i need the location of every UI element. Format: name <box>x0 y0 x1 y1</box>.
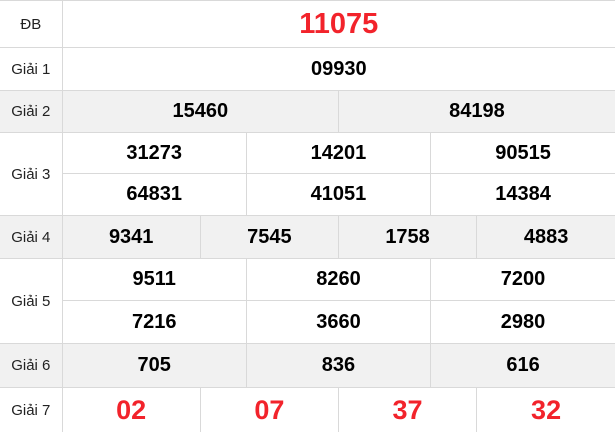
prize-number: 705 <box>61 343 247 388</box>
prize-number: 64831 <box>61 173 247 216</box>
row-prize-5b: 7216 3660 2980 <box>0 300 615 344</box>
prize-number: 15460 <box>61 90 339 133</box>
prize-label-6: Giải 6 <box>0 343 63 388</box>
prize-number: 3660 <box>245 300 432 344</box>
prize-number: 14201 <box>245 132 432 174</box>
prize-number-special: 11075 <box>61 0 615 48</box>
prize-label-4: Giải 4 <box>0 215 63 259</box>
prize-number: 7200 <box>430 258 615 301</box>
row-prize-7: Giải 7 02 07 37 32 <box>0 387 615 432</box>
row-prize-5a: Giải 5 9511 8260 7200 <box>0 258 615 344</box>
row-special-prize: ĐB 11075 <box>0 0 615 48</box>
row-prize-6: Giải 6 705 836 616 <box>0 343 615 388</box>
prize-number: 7545 <box>199 215 339 259</box>
prize-number: 31273 <box>61 132 247 174</box>
prize-number: 84198 <box>337 90 615 133</box>
prize-number: 09930 <box>61 47 615 91</box>
prize-number: 41051 <box>245 173 432 216</box>
row-prize-3a: Giải 3 31273 14201 90515 <box>0 132 615 216</box>
prize-label-7: Giải 7 <box>0 387 63 432</box>
prize-label-3: Giải 3 <box>0 132 63 216</box>
prize-label-1: Giải 1 <box>0 47 63 91</box>
prize-number: 9341 <box>61 215 201 259</box>
prize-number: 9511 <box>61 258 247 301</box>
prize-number: 90515 <box>430 132 615 174</box>
prize-label-db: ĐB <box>0 0 63 48</box>
prize-number-seven: 02 <box>61 387 201 432</box>
prize-number: 4883 <box>476 215 615 259</box>
row-prize-3b: 64831 41051 14384 <box>0 173 615 216</box>
prize-number: 2980 <box>430 300 615 344</box>
row-prize-2: Giải 2 15460 84198 <box>0 90 615 133</box>
prize-number: 836 <box>245 343 432 388</box>
prize-number: 7216 <box>61 300 247 344</box>
prize-label-2: Giải 2 <box>0 90 63 133</box>
prize-number: 14384 <box>430 173 615 216</box>
prize-number-seven: 32 <box>476 387 615 432</box>
row-prize-1: Giải 1 09930 <box>0 47 615 91</box>
row-prize-4: Giải 4 9341 7545 1758 4883 <box>0 215 615 259</box>
prize-number: 1758 <box>337 215 478 259</box>
prize-number-seven: 37 <box>337 387 478 432</box>
prize-number-seven: 07 <box>199 387 339 432</box>
prize-number: 8260 <box>245 258 432 301</box>
prize-number: 616 <box>430 343 615 388</box>
prize-label-5: Giải 5 <box>0 258 63 344</box>
